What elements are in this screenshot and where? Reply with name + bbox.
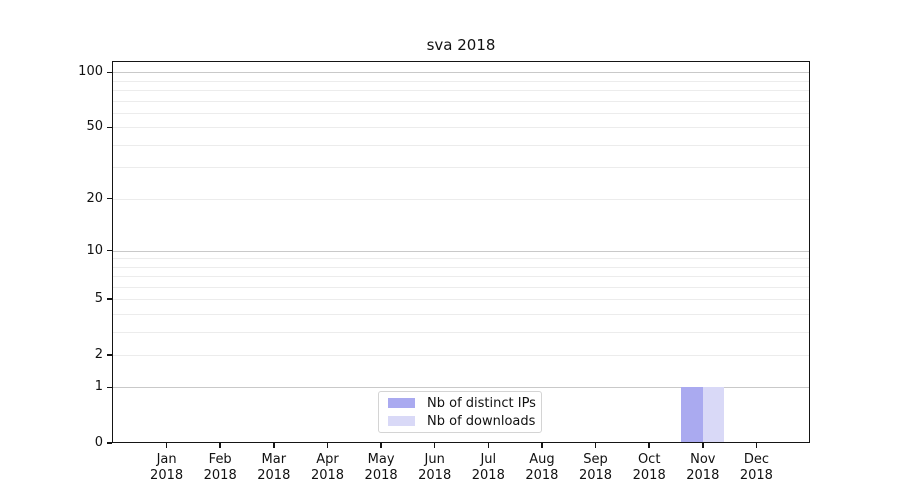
x-tick-label: Oct 2018 — [632, 452, 666, 483]
y-tick-mark — [107, 442, 112, 444]
gridline — [113, 258, 809, 260]
gridline — [113, 387, 809, 389]
x-tick-mark — [541, 443, 543, 448]
gridline — [113, 276, 809, 277]
bar-nov-s0 — [681, 387, 703, 442]
gridline — [113, 313, 809, 315]
legend: Nb of distinct IPs Nb of downloads — [378, 391, 542, 433]
x-tick-mark — [326, 443, 329, 448]
y-tick-mark — [107, 249, 112, 252]
legend-label: Nb of downloads — [427, 413, 536, 429]
gridline — [113, 354, 809, 356]
gridline — [113, 331, 809, 333]
legend-swatch — [388, 416, 415, 426]
y-tick-label: 2 — [94, 346, 103, 362]
y-tick-label: 1 — [94, 379, 103, 395]
x-tick-mark — [594, 443, 597, 448]
x-tick-label: Jan 2018 — [150, 452, 184, 483]
y-tick-label: 50 — [86, 119, 103, 135]
y-tick-mark — [107, 71, 112, 74]
gridline — [113, 144, 809, 146]
y-tick-mark — [107, 354, 112, 356]
x-tick-label: May 2018 — [364, 452, 398, 483]
gridline — [113, 112, 809, 114]
x-tick-mark — [380, 443, 382, 448]
x-tick-mark — [702, 443, 704, 448]
gridline — [113, 266, 809, 268]
x-tick-mark — [433, 443, 436, 448]
y-tick-label: 20 — [86, 190, 103, 206]
y-tick-label: 10 — [86, 242, 103, 258]
y-tick-mark — [107, 126, 112, 129]
legend-label: Nb of distinct IPs — [427, 395, 536, 411]
y-tick-label: 5 — [94, 291, 103, 307]
chart-title: sva 2018 — [426, 36, 496, 54]
x-tick-mark — [487, 443, 490, 448]
bar-nov-s1 — [702, 387, 725, 442]
gridline — [113, 167, 809, 169]
gridline — [113, 90, 809, 92]
legend-item-downloads: Nb of downloads — [379, 414, 541, 429]
y-tick-label: 100 — [78, 64, 103, 80]
x-tick-mark — [165, 443, 168, 448]
gridline — [113, 250, 809, 252]
gridline — [113, 100, 809, 102]
y-tick-mark — [107, 298, 112, 300]
gridline — [113, 80, 809, 82]
x-tick-label: Dec 2018 — [739, 452, 773, 483]
x-tick-label: Apr 2018 — [310, 452, 345, 483]
gridline — [113, 198, 809, 200]
gridline — [113, 286, 809, 288]
y-tick-label: 0 — [94, 435, 103, 450]
x-tick-label: Sep 2018 — [578, 452, 613, 483]
x-tick-label: Feb 2018 — [203, 452, 237, 483]
x-tick-label: Aug 2018 — [525, 452, 559, 483]
gridline — [113, 72, 809, 74]
plot-area — [112, 61, 810, 443]
x-tick-mark — [755, 443, 758, 448]
x-tick-label: Nov 2018 — [686, 452, 720, 483]
x-tick-mark — [219, 443, 221, 448]
gridline — [113, 127, 809, 129]
x-tick-mark — [273, 443, 275, 448]
x-tick-label: Jul 2018 — [471, 452, 505, 483]
legend-item-distinct-ips: Nb of distinct IPs — [379, 396, 541, 411]
gridline — [113, 299, 809, 301]
x-tick-mark — [648, 443, 650, 448]
legend-swatch — [388, 398, 415, 408]
x-tick-label: Jun 2018 — [418, 452, 452, 483]
x-tick-label: Mar 2018 — [257, 452, 291, 483]
y-tick-mark — [107, 386, 112, 389]
y-tick-mark — [107, 197, 112, 200]
